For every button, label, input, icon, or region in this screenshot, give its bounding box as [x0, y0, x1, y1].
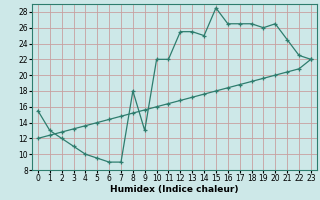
X-axis label: Humidex (Indice chaleur): Humidex (Indice chaleur): [110, 185, 239, 194]
